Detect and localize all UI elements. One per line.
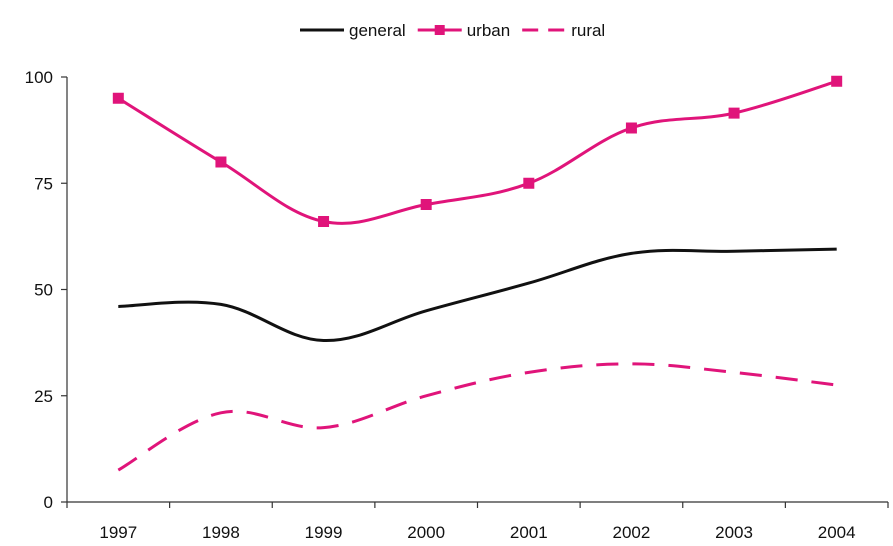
data-point-urban-2002 (625, 122, 637, 134)
x-tick-label: 2004 (818, 523, 856, 542)
series-group (112, 75, 843, 472)
y-tick-label: 0 (44, 493, 53, 512)
legend-item-rural: rural (522, 21, 605, 40)
data-point-urban-2004 (831, 75, 843, 87)
legend-item-urban: urban (417, 21, 510, 40)
data-point-urban-1999 (318, 216, 330, 227)
series-line-general (118, 247, 837, 343)
data-point-urban-1997 (112, 92, 124, 104)
data-point-urban-2000 (420, 199, 432, 210)
x-tick-label: 1999 (305, 523, 343, 542)
x-tick-label: 2001 (510, 523, 548, 542)
x-tick-label: 2003 (715, 523, 753, 542)
y-tick-label: 25 (34, 387, 53, 406)
data-point-urban-2003 (728, 107, 740, 119)
data-point-urban-2001 (523, 177, 535, 189)
legend-marker-urban (434, 25, 445, 35)
series-line-rural (117, 362, 837, 472)
y-tick-label: 75 (34, 174, 53, 193)
legend-label-urban: urban (467, 21, 510, 40)
legend: general urban rural (300, 21, 605, 40)
x-tick-label: 1997 (99, 523, 137, 542)
y-tick-label: 50 (34, 281, 53, 300)
legend-label-general: general (349, 21, 406, 40)
legend-label-rural: rural (571, 21, 605, 40)
data-point-urban-1998 (215, 156, 227, 168)
x-tick-label: 2002 (613, 523, 651, 542)
x-tick-label: 1998 (202, 523, 240, 542)
legend-item-general: general (300, 21, 406, 40)
y-tick-label: 100 (25, 68, 53, 87)
x-tick-label: 2000 (407, 523, 445, 542)
series-line-urban (117, 79, 838, 225)
axes: 0 25 50 75 100 1997 1998 1999 2000 2001 2002 2003 20… (25, 68, 889, 542)
